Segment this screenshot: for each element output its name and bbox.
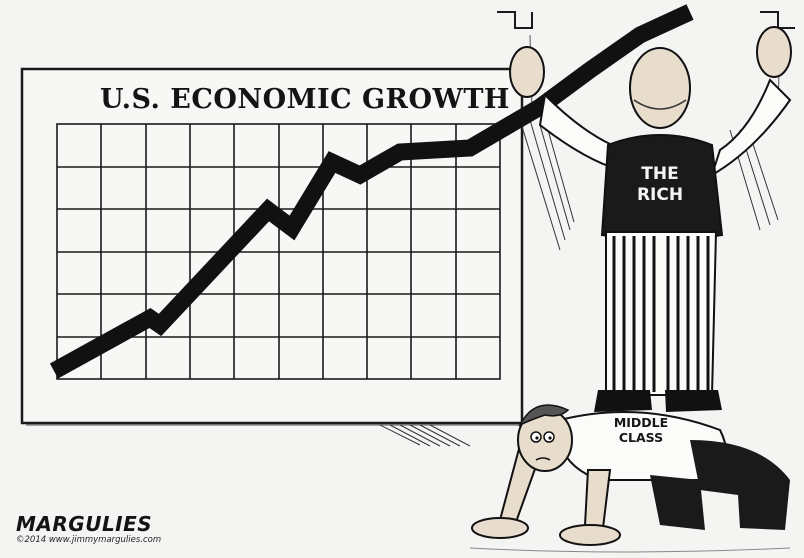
artist-credit: ©2014 www.jimmymargulies.com <box>16 535 162 545</box>
vest-label-line1: THE <box>641 164 679 184</box>
middle-class-man <box>469 404 791 553</box>
vest-label: THE RICH <box>620 164 700 206</box>
shirt-label-line2: CLASS <box>618 430 664 445</box>
shirt-label-line1: MIDDLE <box>613 415 669 430</box>
shirt-label: MIDDLE CLASS <box>601 415 681 445</box>
chart-title: U.S. ECONOMIC GROWTH <box>100 84 510 115</box>
artist-signature: MARGULIES <box>16 512 153 536</box>
vest-label-line2: RICH <box>636 185 684 205</box>
growth-line <box>49 4 694 379</box>
chart-board <box>20 67 524 426</box>
rich-man <box>509 26 792 412</box>
